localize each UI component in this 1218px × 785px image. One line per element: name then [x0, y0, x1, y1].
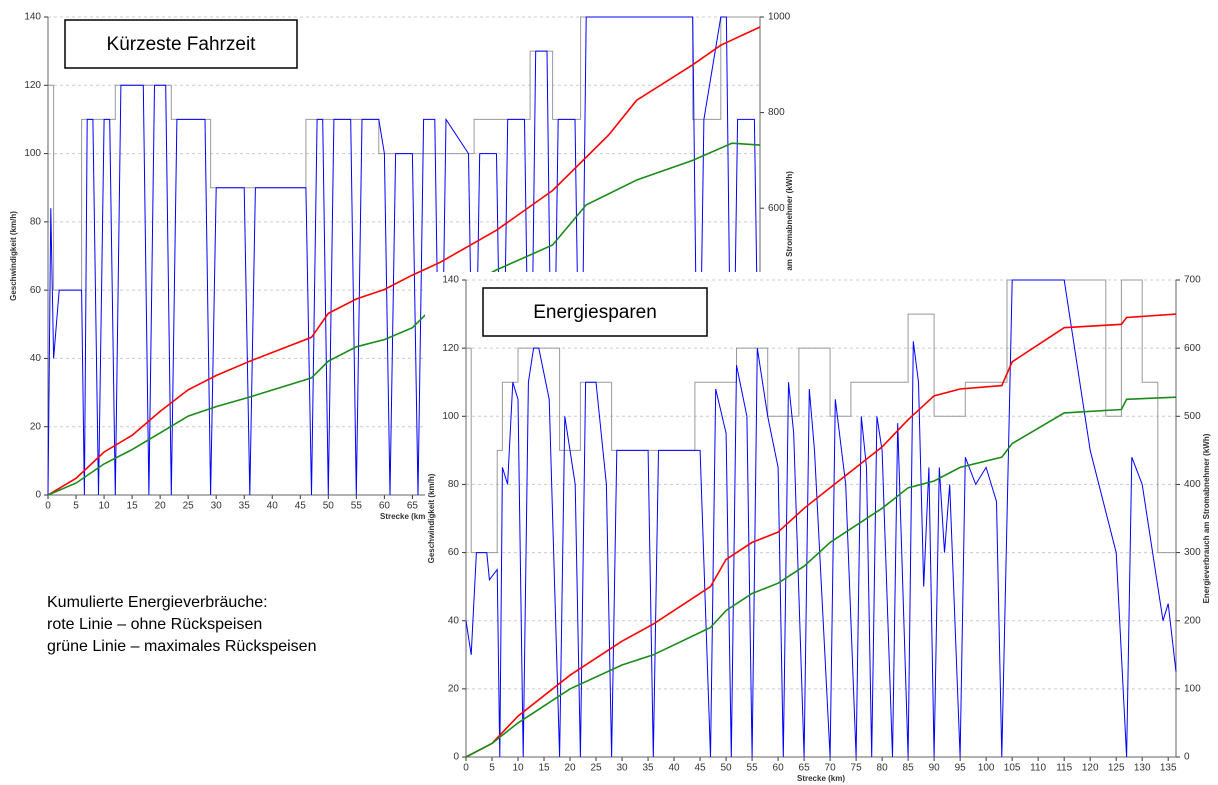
x-tick-label: 85 [903, 763, 915, 774]
x-tick-label: 40 [267, 501, 279, 512]
y-axis-label: Geschwindigkeit (km/h) [427, 473, 436, 563]
note: Kumulierte Energieverbräuche: rote Linie… [47, 592, 316, 658]
y-tick-label: 20 [30, 421, 42, 432]
x-tick-label: 65 [407, 501, 419, 512]
y2-tick-label: 700 [1184, 275, 1201, 286]
y2-tick-label: 0 [1184, 752, 1190, 763]
y-tick-label: 140 [442, 275, 459, 286]
y-tick-label: 60 [448, 547, 460, 558]
x-tick-label: 75 [851, 763, 863, 774]
x-tick-label: 95 [955, 763, 967, 774]
y2-tick-label: 1000 [768, 12, 791, 23]
y2-tick-label: 600 [1184, 343, 1201, 354]
x-tick-label: 50 [721, 763, 733, 774]
x-tick-label: 90 [929, 763, 941, 774]
x-tick-label: 25 [590, 763, 602, 774]
x-tick-label: 45 [295, 501, 307, 512]
x-tick-label: 50 [323, 501, 335, 512]
note-line: Kumulierte Energieverbräuche: [47, 594, 268, 611]
x-axis-label: Strecke (km) [797, 774, 845, 783]
y2-tick-label: 800 [768, 107, 785, 118]
y-axis-label: Geschwindigkeit (km/h) [9, 211, 18, 301]
series-line [47, 26, 761, 496]
x-tick-label: 0 [45, 501, 51, 512]
x-tick-label: 100 [978, 763, 995, 774]
y2-tick-label: 100 [1184, 683, 1201, 694]
x-tick-label: 40 [668, 763, 680, 774]
y-tick-label: 20 [448, 683, 460, 694]
y2-tick-label: 600 [768, 203, 785, 214]
chart-title: Energiesparen [533, 302, 657, 323]
y-tick-label: 0 [453, 752, 459, 763]
title-box [64, 19, 298, 69]
x-tick-label: 25 [183, 501, 195, 512]
x-tick-label: 55 [351, 501, 363, 512]
y-tick-label: 80 [448, 479, 460, 490]
note-line: grüne Linie – maximales Rückspeisen [47, 638, 317, 655]
x-tick-label: 80 [877, 763, 889, 774]
series-line [465, 279, 1177, 758]
note-line: rote Linie – ohne Rückspeisen [47, 616, 263, 633]
x-tick-label: 10 [512, 763, 524, 774]
x-tick-label: 45 [695, 763, 707, 774]
y2-tick-label: 500 [1184, 411, 1201, 422]
x-tick-label: 65 [799, 763, 811, 774]
x-tick-label: 15 [538, 763, 550, 774]
y-tick-label: 60 [30, 285, 42, 296]
y2-axis-label: Energieverbrauch am Stromabnehmer (kWh) [1202, 433, 1211, 603]
x-tick-label: 35 [642, 763, 654, 774]
x-tick-label: 15 [127, 501, 139, 512]
y-tick-label: 140 [24, 12, 41, 23]
series-line [465, 396, 1177, 758]
y2-tick-label: 400 [1184, 479, 1201, 490]
x-tick-label: 70 [825, 763, 837, 774]
x-tick-label: 20 [564, 763, 576, 774]
y-tick-label: 40 [448, 615, 460, 626]
x-tick-label: 35 [239, 501, 251, 512]
x-tick-label: 5 [73, 501, 79, 512]
y2-tick-label: 300 [1184, 547, 1201, 558]
y2-axis-label: Energieverbrauch am Stromabnehmer (kWh) [785, 171, 794, 341]
x-tick-label: 10 [99, 501, 111, 512]
series-line [47, 142, 761, 496]
x-tick-label: 125 [1108, 763, 1125, 774]
chart-title: Kürzeste Fahrzeit [107, 34, 257, 55]
x-tick-label: 130 [1134, 763, 1151, 774]
x-tick-label: 135 [1160, 763, 1177, 774]
x-tick-label: 0 [463, 763, 469, 774]
title-box [482, 287, 708, 337]
x-tick-label: 20 [155, 501, 167, 512]
x-tick-label: 5 [489, 763, 495, 774]
chart-energiesparen: 0204060801001201400100200300400500600700… [425, 272, 1218, 785]
y2-tick-label: 200 [1184, 615, 1201, 626]
x-tick-label: 115 [1056, 763, 1072, 774]
y-tick-label: 100 [442, 411, 459, 422]
x-axis-label: Strecke (km) [380, 512, 428, 521]
x-tick-label: 30 [211, 501, 223, 512]
y-tick-label: 0 [35, 490, 41, 501]
series-line [466, 279, 1176, 554]
y-tick-label: 40 [30, 353, 42, 364]
series-line [465, 313, 1177, 758]
y-tick-label: 120 [442, 343, 459, 354]
y-tick-label: 120 [24, 80, 41, 91]
series-line [47, 16, 761, 496]
y-tick-label: 80 [30, 216, 42, 227]
y-tick-label: 100 [24, 148, 41, 159]
x-tick-label: 30 [616, 763, 628, 774]
x-tick-label: 120 [1082, 763, 1099, 774]
x-tick-label: 105 [1004, 763, 1021, 774]
x-tick-label: 60 [379, 501, 391, 512]
x-tick-label: 60 [773, 763, 785, 774]
x-tick-label: 55 [747, 763, 759, 774]
x-tick-label: 110 [1030, 763, 1046, 774]
